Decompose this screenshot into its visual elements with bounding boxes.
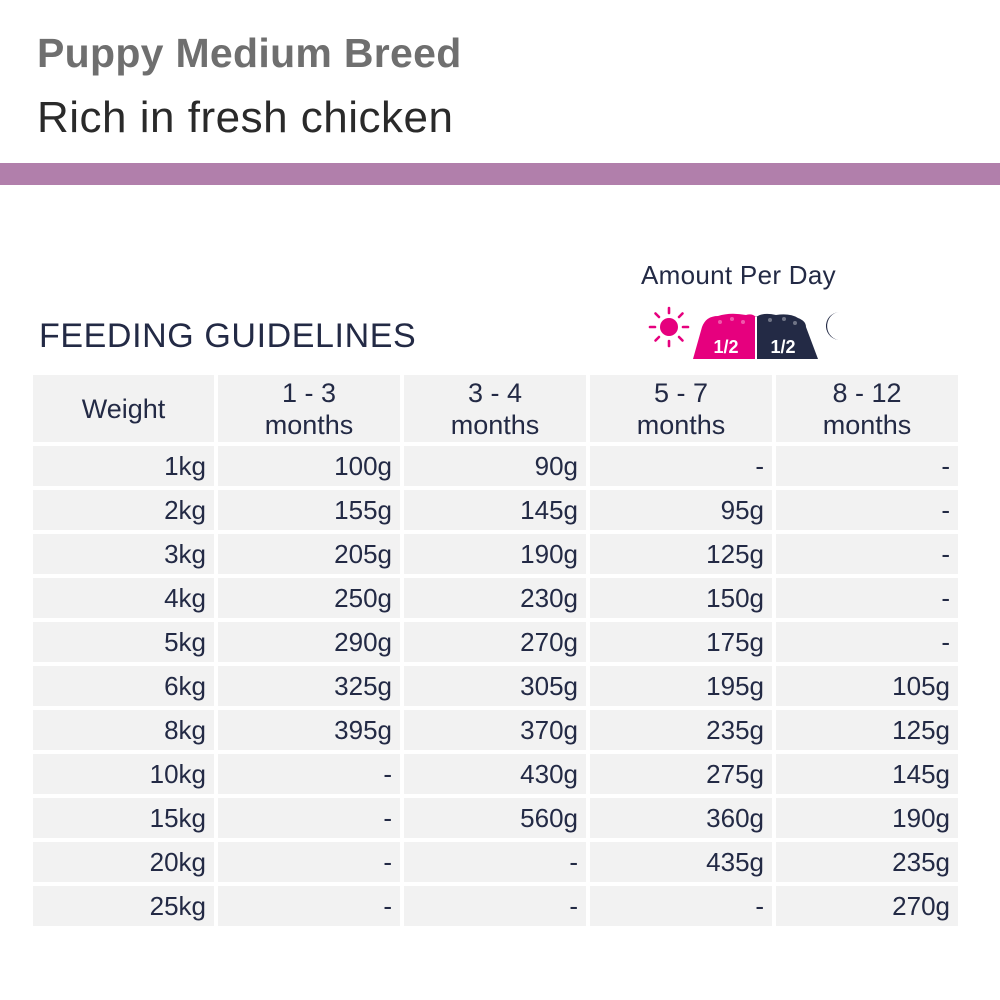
age-range: 3 - 4 (467, 377, 523, 408)
amount-cell: - (218, 798, 400, 838)
amount-cell: 125g (776, 710, 958, 750)
amount-cell: - (218, 754, 400, 794)
table-row: 3kg 205g 190g 125g - (33, 534, 958, 574)
amount-cell: - (218, 886, 400, 926)
amount-cell: 270g (404, 622, 586, 662)
amount-cell: - (404, 886, 586, 926)
age-header: 8 - 12 months (776, 375, 958, 442)
table-row: 1kg 100g 90g - - (33, 446, 958, 486)
amount-cell: 430g (404, 754, 586, 794)
weight-cell: 20kg (33, 842, 214, 882)
weight-cell: 15kg (33, 798, 214, 838)
amount-cell: 175g (590, 622, 772, 662)
product-subtitle: Rich in fresh chicken (37, 93, 454, 142)
weight-cell: 2kg (33, 490, 214, 530)
amount-cell: 395g (218, 710, 400, 750)
weight-cell: 6kg (33, 666, 214, 706)
amount-cell: - (404, 842, 586, 882)
moon-icon (825, 312, 841, 341)
amount-cell: 190g (404, 534, 586, 574)
amount-cell: - (590, 446, 772, 486)
amount-cell: 370g (404, 710, 586, 750)
table-row: 10kg -430g 275g 145g (33, 754, 958, 794)
age-range: 8 - 12 (832, 377, 902, 408)
amount-cell: - (218, 842, 400, 882)
amount-cell: 270g (776, 886, 958, 926)
amount-cell: 150g (590, 578, 772, 618)
amount-cell: 235g (590, 710, 772, 750)
amount-cell: 195g (590, 666, 772, 706)
amount-cell: 100g (218, 446, 400, 486)
amount-cell: 155g (218, 490, 400, 530)
table-header-row: Weight 1 - 3 months 3 - 4 months 5 - 7 m… (33, 375, 958, 442)
table-row: 20kg - -435g 235g (33, 842, 958, 882)
amount-cell: - (776, 490, 958, 530)
age-header: 3 - 4 months (404, 375, 586, 442)
food-bowl-icon: 1/2 1/2 (693, 313, 818, 359)
amount-cell: 205g (218, 534, 400, 574)
amount-cell: 145g (404, 490, 586, 530)
amount-cell: 250g (218, 578, 400, 618)
weight-header: Weight (33, 375, 214, 442)
table-row: 4kg 250g 230g 150g - (33, 578, 958, 618)
amount-cell: - (776, 622, 958, 662)
table-row: 2kg 155g 145g 95g - (33, 490, 958, 530)
amount-cell: 325g (218, 666, 400, 706)
amount-cell: 360g (590, 798, 772, 838)
weight-cell: 5kg (33, 622, 214, 662)
weight-cell: 10kg (33, 754, 214, 794)
table-row: 5kg 290g 270g 175g - (33, 622, 958, 662)
table-body: 1kg 100g 90g - -2kg 155g 145g 95g -3kg 205g 190g 12… (33, 446, 958, 926)
accent-band (0, 163, 1000, 185)
amount-cell: 290g (218, 622, 400, 662)
day-portion: 1/2 (713, 337, 738, 357)
amount-cell: - (590, 886, 772, 926)
amount-cell: - (776, 578, 958, 618)
weight-cell: 1kg (33, 446, 214, 486)
age-range: 5 - 7 (653, 377, 709, 408)
amount-cell: 235g (776, 842, 958, 882)
amount-cell: 560g (404, 798, 586, 838)
table-row: 15kg -560g 360g 190g (33, 798, 958, 838)
age-unit: months (450, 409, 540, 440)
amount-cell: 105g (776, 666, 958, 706)
amount-cell: - (776, 446, 958, 486)
weight-cell: 4kg (33, 578, 214, 618)
amount-cell: 145g (776, 754, 958, 794)
amount-cell: 275g (590, 754, 772, 794)
age-header: 1 - 3 months (218, 375, 400, 442)
amount-cell: - (776, 534, 958, 574)
table-row: 8kg 395g 370g 235g 125g (33, 710, 958, 750)
amount-cell: 125g (590, 534, 772, 574)
weight-cell: 3kg (33, 534, 214, 574)
night-portion: 1/2 (770, 337, 795, 357)
section-title: FEEDING GUIDELINES (39, 317, 417, 355)
amount-cell: 435g (590, 842, 772, 882)
table-row: 6kg 325g 305g 195g 105g (33, 666, 958, 706)
ration-icons: 1/2 1/2 (648, 306, 841, 359)
amount-cell: 95g (590, 490, 772, 530)
age-header: 5 - 7 months (590, 375, 772, 442)
table-row: 25kg - - -270g (33, 886, 958, 926)
weight-cell: 8kg (33, 710, 214, 750)
age-unit: months (264, 409, 354, 440)
amount-cell: 90g (404, 446, 586, 486)
amount-per-day-label: Amount Per Day (641, 260, 836, 290)
amount-cell: 230g (404, 578, 586, 618)
age-unit: months (636, 409, 726, 440)
feeding-table: Weight 1 - 3 months 3 - 4 months 5 - 7 m… (29, 371, 962, 930)
age-unit: months (822, 409, 912, 440)
amount-cell: 190g (776, 798, 958, 838)
amount-cell: 305g (404, 666, 586, 706)
weight-cell: 25kg (33, 886, 214, 926)
product-name: Puppy Medium Breed (37, 30, 462, 76)
sun-icon (648, 306, 690, 348)
age-range: 1 - 3 (281, 377, 337, 408)
